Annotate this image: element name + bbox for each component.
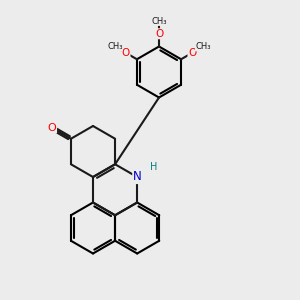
Text: O: O: [155, 29, 163, 39]
Text: CH₃: CH₃: [151, 16, 167, 26]
Text: N: N: [133, 170, 142, 184]
Text: CH₃: CH₃: [195, 42, 211, 51]
Text: O: O: [188, 48, 196, 58]
Text: H: H: [150, 162, 158, 172]
Text: O: O: [122, 48, 130, 58]
Text: O: O: [48, 123, 56, 133]
Text: CH₃: CH₃: [107, 42, 123, 51]
